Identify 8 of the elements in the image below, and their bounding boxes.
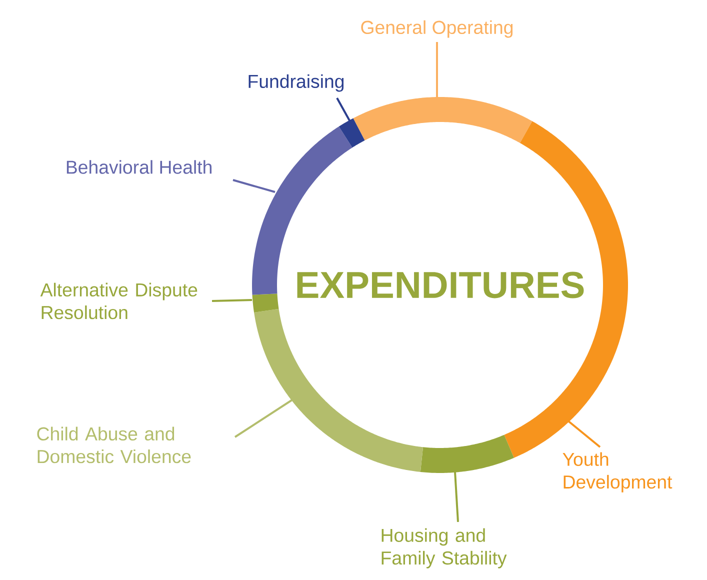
slice-label: Fundraising xyxy=(248,74,344,92)
slice-label: General Operating xyxy=(361,20,513,38)
slice-label: Youth Development xyxy=(562,452,672,492)
slice-label: Housing and Family Stability xyxy=(382,528,507,568)
slice-label: Behavioral Health xyxy=(66,160,212,174)
slice-label: Child Abuse and Domestic Violence xyxy=(37,426,191,464)
text: EXPENDITURES xyxy=(297,272,584,298)
slice-label: Alternative Dispute Resolution xyxy=(40,282,198,320)
